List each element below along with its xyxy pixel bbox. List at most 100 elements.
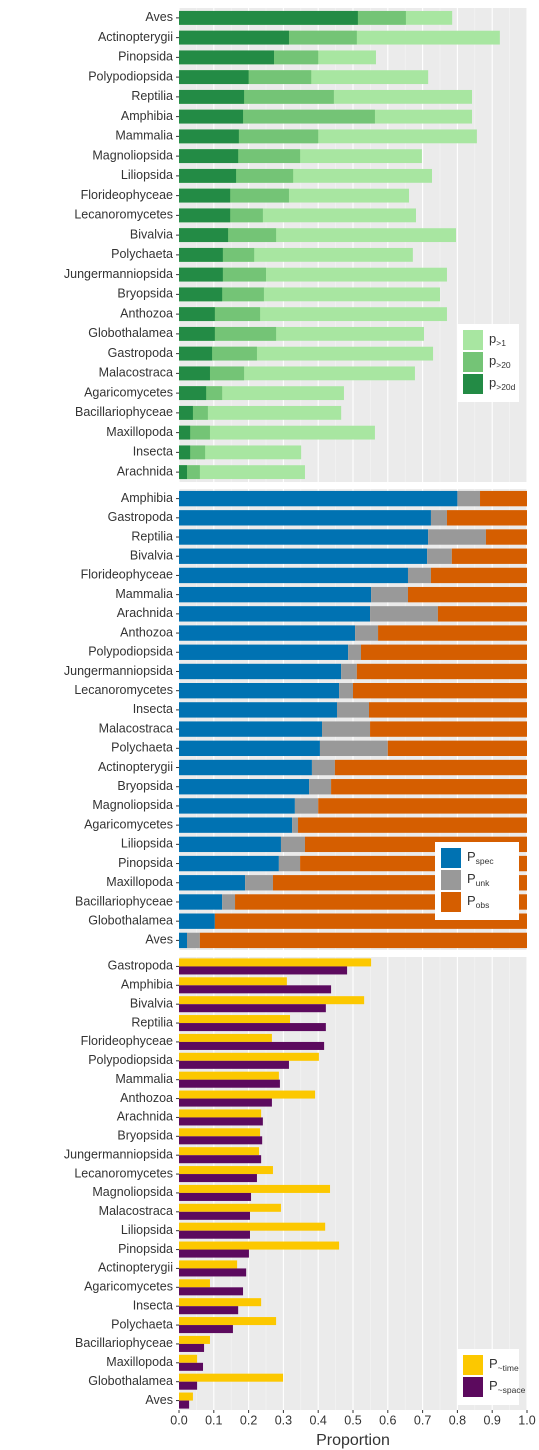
bar [407,586,527,603]
x-tick-label: 0.5 [344,1413,361,1427]
legend-label: Pspec [467,849,494,866]
x-tick-label: 0.8 [449,1413,466,1427]
category-label: Malacostraca [99,721,173,735]
bar [322,721,371,737]
bar [179,625,356,641]
bar [179,1184,331,1193]
bar [179,1317,277,1326]
x-tick-label: 0.1 [205,1413,222,1427]
category-label: Polychaeta [111,1317,173,1331]
bar [319,740,388,756]
category-label: Bryopsida [117,1129,173,1143]
bar [179,644,349,660]
category-label: Bryopsida [117,779,173,793]
bar [430,510,447,526]
legend-label: p>20 [489,353,511,370]
category-label: Agaricomycetes [84,817,173,831]
bar [179,1335,210,1344]
bar [179,663,342,680]
bar [179,149,239,164]
bar [179,958,372,967]
bar [179,1260,238,1269]
bar [179,1381,198,1390]
bar [280,836,305,853]
bar [318,798,527,814]
category-label: Florideophyceae [81,568,173,582]
bar [430,567,527,584]
bar [179,1222,326,1231]
category-label: Magnoliopsida [92,148,173,162]
bar [179,1052,319,1061]
bar [179,966,348,975]
bar [179,1109,262,1118]
bar [179,1354,198,1363]
category-label: Pinopsida [118,50,173,64]
category-label: Bivalvia [130,227,173,241]
category-label: Reptilia [131,1015,173,1029]
category-label: Aves [145,933,173,947]
bar [298,817,527,833]
bar [179,1325,233,1334]
category-label: Insecta [133,445,173,459]
bar [179,228,229,243]
category-label: Magnoliopsida [92,798,173,812]
bar [331,779,527,795]
bar [179,490,458,507]
category-label: Maxillopoda [106,425,173,439]
category-label: Agaricomycetes [84,385,173,399]
bar [356,663,527,680]
bar [341,663,357,680]
bar [179,1023,326,1032]
bar [179,465,188,480]
category-label: Malacostraca [99,1204,173,1218]
bar [370,606,438,622]
bar [179,1155,262,1164]
bar [179,586,372,603]
bar [311,759,335,776]
bar [179,932,188,949]
bar [179,1079,280,1088]
category-label: Anthozoa [120,625,173,639]
bar [179,326,215,341]
bar [222,894,236,910]
category-label: Reptilia [131,529,173,543]
bar [309,779,332,795]
bar [179,1136,263,1145]
bar [179,817,293,833]
category-label: Liliopsida [121,837,173,851]
bar [361,644,527,660]
bar [179,894,223,910]
legend-label: Pobs [467,893,489,910]
bar [179,425,191,440]
category-label: Pinopsida [118,1242,173,1256]
bar [179,89,245,104]
bar [353,683,527,699]
legend-key [441,848,461,868]
bar [179,977,287,986]
category-label: Arachnida [117,1110,173,1124]
category-label: Polypodiopsida [88,69,173,83]
bar [451,548,527,564]
bar [446,510,527,526]
bar [407,567,431,584]
bar [179,567,408,584]
bar [179,1249,249,1258]
bar [179,1060,289,1069]
legend-key [463,1355,483,1375]
category-label: Insecta [133,702,173,716]
category-label: Aves [145,1393,173,1407]
bar [179,1343,205,1352]
bar [179,1015,291,1024]
bar [179,386,207,401]
bar [179,1033,272,1042]
legend-key [463,330,483,350]
category-label: Bacillariophyceae [75,405,173,419]
category-label: Amphibia [121,491,173,505]
category-label: Arachnida [117,464,173,478]
category-label: Globothalamea [88,326,173,340]
category-label: Florideophyceae [81,188,173,202]
category-label: Gastropoda [108,346,173,360]
category-label: Maxillopoda [106,875,173,889]
x-tick-label: 0.4 [310,1413,327,1427]
bar [179,1004,326,1013]
